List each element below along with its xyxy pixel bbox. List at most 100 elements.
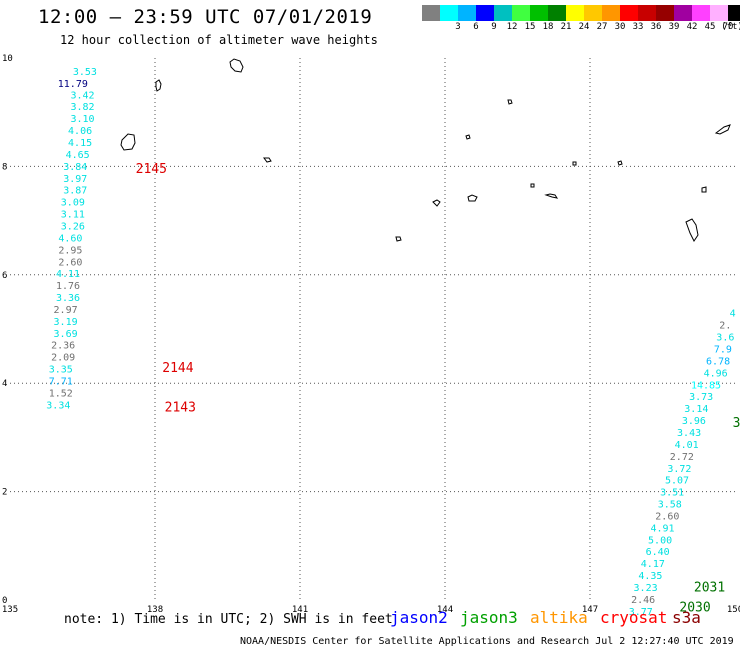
color-scale-cell bbox=[692, 5, 710, 21]
island-outline bbox=[120, 133, 136, 151]
lon-tick-label: 135 bbox=[2, 605, 18, 615]
island-outline bbox=[685, 218, 699, 242]
color-scale-label: 36 bbox=[650, 22, 662, 32]
pass-time-label: 2031 bbox=[694, 580, 725, 595]
wave-height-value: 3.6 bbox=[716, 333, 734, 344]
legend-cryosat: cryosat bbox=[600, 608, 668, 627]
lat-tick-label: 6 bbox=[2, 271, 7, 281]
lon-tick-label: 144 bbox=[437, 605, 453, 615]
color-scale-label: 42 bbox=[686, 22, 698, 32]
color-scale-label: 33 bbox=[632, 22, 644, 32]
legend-jason2: jason2 bbox=[390, 608, 448, 627]
color-scale-bar bbox=[422, 5, 740, 21]
wave-height-value: 3.69 bbox=[54, 329, 78, 340]
wave-height-value: 4.65 bbox=[66, 150, 90, 161]
wave-height-value: 7.9 bbox=[714, 345, 732, 356]
wave-height-value: 3.34 bbox=[46, 400, 70, 411]
wave-height-value: 6.78 bbox=[706, 356, 730, 367]
wave-height-value: 4.17 bbox=[641, 559, 665, 570]
lon-tick-label: 150 bbox=[727, 605, 740, 615]
island-outline bbox=[507, 99, 513, 105]
color-scale-label: 45 bbox=[704, 22, 716, 32]
wave-height-value: 3.26 bbox=[61, 221, 85, 232]
color-scale-cell bbox=[602, 5, 620, 21]
wave-height-value: 4.01 bbox=[675, 440, 699, 451]
wave-height-value: 6.40 bbox=[646, 547, 670, 558]
wave-height-value: 4 bbox=[730, 309, 736, 320]
pass-time-labels: 2145 2144 2143 2031 2030 3 bbox=[136, 162, 740, 615]
color-scale-label: 39 bbox=[668, 22, 680, 32]
lon-tick-label: 141 bbox=[292, 605, 308, 615]
color-scale-label: 70 bbox=[722, 22, 734, 32]
lon-tick-label: 147 bbox=[582, 605, 598, 615]
color-scale-cell bbox=[656, 5, 674, 21]
legend-s3a: s3a bbox=[672, 608, 701, 627]
color-scale-cell bbox=[494, 5, 512, 21]
wave-height-value: 5.07 bbox=[665, 476, 689, 487]
wave-height-value: 3.53 bbox=[73, 67, 97, 78]
color-scale-cell bbox=[440, 5, 458, 21]
island-outline bbox=[617, 160, 623, 166]
map-title: 12:00 – 23:59 UTC 07/01/2019 bbox=[38, 6, 373, 28]
wave-height-value: 1.52 bbox=[49, 388, 73, 399]
color-scale-cell bbox=[728, 5, 740, 21]
color-scale-label: 15 bbox=[524, 22, 536, 32]
color-scale-label: 6 bbox=[473, 22, 479, 32]
wave-height-value: 3.97 bbox=[63, 174, 87, 185]
color-scale-cell bbox=[548, 5, 566, 21]
island-outline bbox=[714, 124, 731, 135]
wave-height-value: 3.10 bbox=[70, 114, 94, 125]
pass-time-label: 3 bbox=[733, 416, 740, 431]
wave-height-value: 3.09 bbox=[61, 198, 85, 209]
legend-jason3: jason3 bbox=[460, 608, 518, 627]
lon-tick-label: 138 bbox=[147, 605, 163, 615]
wave-height-value: 3.23 bbox=[634, 583, 658, 594]
wave-height-value: 4.35 bbox=[638, 571, 662, 582]
wave-height-value: 7.71 bbox=[49, 376, 73, 387]
wave-height-value: 2.60 bbox=[655, 511, 679, 522]
wave-height-value: 2.60 bbox=[58, 257, 82, 268]
island-outlines bbox=[120, 58, 731, 242]
color-scale-cell bbox=[512, 5, 530, 21]
wave-height-value: 4.91 bbox=[650, 523, 674, 534]
wave-height-value: 4.06 bbox=[68, 126, 92, 137]
wave-height-value: 3.35 bbox=[49, 365, 73, 376]
pass-time-label: 2145 bbox=[136, 162, 167, 177]
wave-height-value: 4.96 bbox=[704, 368, 728, 379]
color-scale-unit: (ft) bbox=[721, 22, 740, 32]
wave-height-value: 2.97 bbox=[54, 305, 78, 316]
wave-height-value: 3.51 bbox=[660, 488, 684, 499]
wave-height-value: 3.96 bbox=[682, 416, 706, 427]
island-outline bbox=[530, 183, 535, 188]
color-scale-label: 24 bbox=[578, 22, 590, 32]
wave-height-value: 14.85 bbox=[691, 380, 721, 391]
island-outline bbox=[229, 58, 244, 73]
pass-time-label: 2143 bbox=[165, 401, 196, 416]
island-outline bbox=[465, 134, 471, 140]
island-outline bbox=[544, 193, 559, 199]
credit-line: NOAA/NESDIS Center for Satellite Applica… bbox=[240, 636, 734, 647]
axis-tick-labels: 135 138 141 144 147 150 0 2 4 6 8 10 bbox=[2, 54, 740, 615]
wave-height-value: 3.77 bbox=[629, 607, 653, 618]
wave-height-value: 2.46 bbox=[631, 595, 655, 606]
wave-height-value: 3.36 bbox=[56, 293, 80, 304]
altimeter-track-west: 3.5311.793.423.823.104.064.154.653.843.9… bbox=[46, 67, 97, 411]
wave-height-value: 3.11 bbox=[61, 210, 85, 221]
lat-tick-label: 8 bbox=[2, 162, 7, 172]
wave-height-value: 4.11 bbox=[56, 269, 80, 280]
color-scale-label: 30 bbox=[614, 22, 626, 32]
wave-height-value: 3.84 bbox=[63, 162, 87, 173]
wave-height-value: 3.14 bbox=[684, 404, 708, 415]
island-outline bbox=[155, 79, 162, 92]
wave-height-value: 11.79 bbox=[58, 79, 88, 90]
wave-height-value: 3.58 bbox=[658, 500, 682, 511]
island-outline bbox=[701, 186, 707, 193]
wave-height-value: 3.42 bbox=[70, 90, 94, 101]
island-outline bbox=[263, 157, 272, 163]
color-scale-cell bbox=[422, 5, 440, 21]
footnote: note: 1) Time is in UTC; 2) SWH is in fe… bbox=[64, 612, 393, 627]
color-scale-cell bbox=[458, 5, 476, 21]
color-scale-cell bbox=[566, 5, 584, 21]
color-scale-cell bbox=[674, 5, 692, 21]
